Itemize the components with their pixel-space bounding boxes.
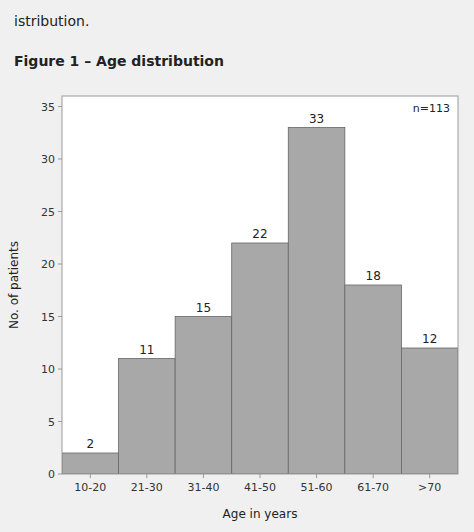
x-tick-label: 21-30 bbox=[131, 481, 163, 494]
y-tick bbox=[58, 421, 62, 422]
y-tick bbox=[58, 369, 62, 370]
x-axis-label: Age in years bbox=[223, 507, 298, 521]
x-tick bbox=[146, 474, 147, 478]
data-label: 2 bbox=[86, 437, 94, 451]
y-tick bbox=[58, 106, 62, 107]
x-tick-label: 61-70 bbox=[357, 481, 389, 494]
chart: istribution. Figure 1 – Age distribution 2… bbox=[0, 0, 474, 532]
y-tick bbox=[58, 159, 62, 160]
y-tick-label: 5 bbox=[48, 416, 55, 429]
y-axis-label: No. of patients bbox=[7, 241, 21, 329]
y-tick bbox=[58, 316, 62, 317]
x-tick-label: 31-40 bbox=[187, 481, 219, 494]
bars bbox=[62, 128, 458, 475]
x-tick bbox=[429, 474, 430, 478]
x-tick bbox=[373, 474, 374, 478]
y-tick bbox=[58, 264, 62, 265]
y-tick bbox=[58, 474, 62, 475]
y-tick-label: 25 bbox=[41, 206, 55, 219]
y-tick bbox=[58, 211, 62, 212]
x-tick bbox=[260, 474, 261, 478]
data-label: 15 bbox=[196, 301, 211, 315]
bar bbox=[62, 453, 119, 474]
top-text: istribution. bbox=[14, 13, 89, 29]
bar bbox=[288, 128, 345, 475]
bar bbox=[119, 359, 176, 475]
plot-frame bbox=[62, 96, 458, 474]
x-tick-label: 41-50 bbox=[244, 481, 276, 494]
y-tick-label: 30 bbox=[41, 153, 55, 166]
title: Figure 1 – Age distribution bbox=[14, 53, 224, 69]
data-label: 11 bbox=[139, 343, 154, 357]
data-label: 12 bbox=[422, 332, 437, 346]
bar bbox=[175, 317, 232, 475]
chart-container: istribution. Figure 1 – Age distribution 2… bbox=[0, 0, 474, 532]
annotation: n=113 bbox=[413, 102, 450, 115]
data-label: 22 bbox=[252, 227, 267, 241]
data-label: 33 bbox=[309, 112, 324, 126]
y-tick-label: 10 bbox=[41, 363, 55, 376]
y-tick-label: 0 bbox=[48, 468, 55, 481]
x-tick-label: 51-60 bbox=[301, 481, 333, 494]
bar bbox=[401, 348, 458, 474]
bar bbox=[232, 243, 289, 474]
x-tick bbox=[90, 474, 91, 478]
x-tick bbox=[203, 474, 204, 478]
x-tick-label: 10-20 bbox=[74, 481, 106, 494]
data-label: 18 bbox=[366, 269, 381, 283]
bar bbox=[345, 285, 402, 474]
y-tick-label: 20 bbox=[41, 258, 55, 271]
y-tick-label: 35 bbox=[41, 101, 55, 114]
y-tick-label: 15 bbox=[41, 311, 55, 324]
x-tick bbox=[316, 474, 317, 478]
plot-background bbox=[62, 96, 458, 474]
x-tick-label: >70 bbox=[418, 481, 441, 494]
